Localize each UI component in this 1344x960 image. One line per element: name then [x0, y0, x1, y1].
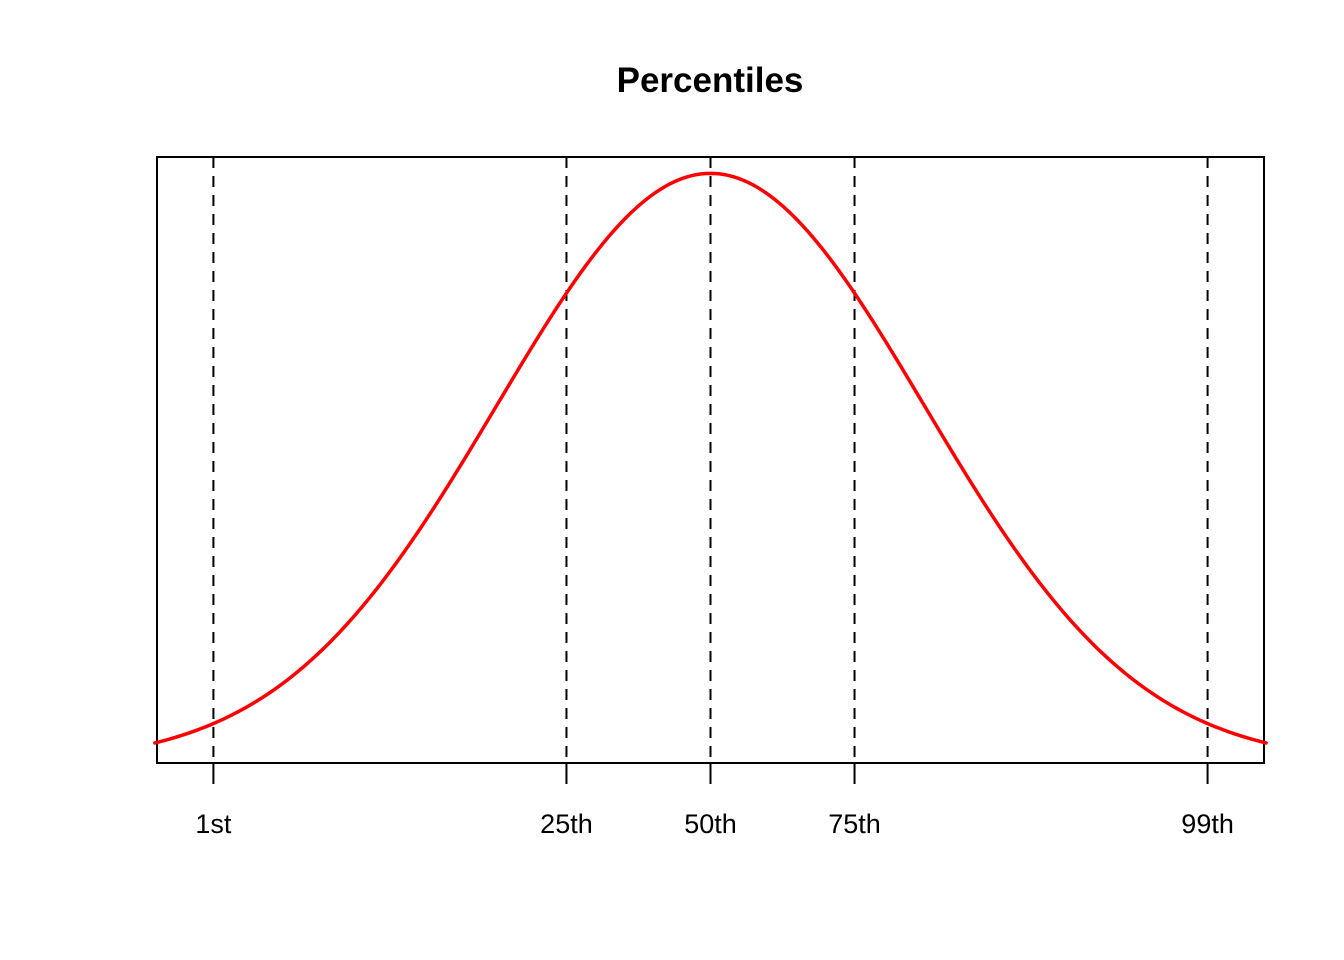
- x-tick-label-99th: 99th: [1181, 809, 1234, 839]
- percentile-lines: [212, 157, 1209, 763]
- x-tick-label-50th: 50th: [684, 809, 737, 839]
- x-axis-tick-labels: 1st 25th 50th 75th 99th: [195, 809, 1233, 839]
- density-curve: [153, 171, 1268, 745]
- x-tick-label-1st: 1st: [195, 809, 232, 839]
- x-axis-ticks: [212, 763, 1209, 784]
- chart-title: Percentiles: [617, 61, 804, 100]
- x-tick-label-75th: 75th: [828, 809, 881, 839]
- x-tick-label-25th: 25th: [540, 809, 593, 839]
